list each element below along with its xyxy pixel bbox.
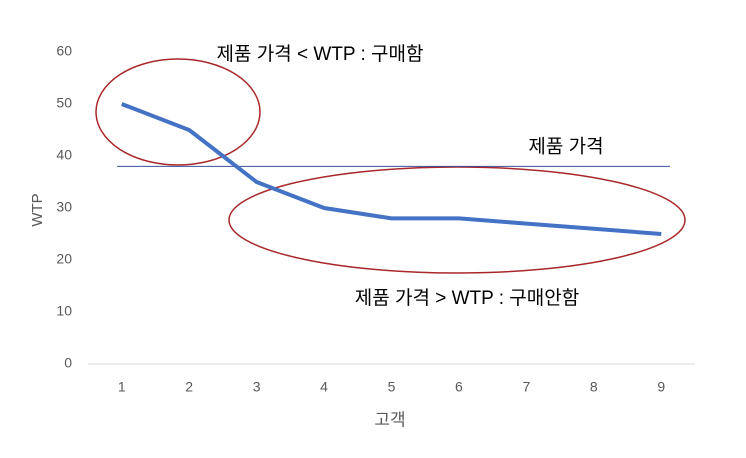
x-tick-label: 8: [590, 379, 598, 395]
x-tick-label: 4: [320, 379, 328, 395]
y-tick-label: 10: [56, 303, 72, 319]
highlight-ellipse: [228, 166, 686, 274]
x-tick-label: 9: [657, 379, 665, 395]
x-tick-label: 7: [522, 379, 530, 395]
x-tick-label: 2: [185, 379, 193, 395]
y-tick-label: 0: [64, 355, 72, 371]
y-tick-label: 50: [56, 95, 72, 111]
y-tick-label: 60: [56, 43, 72, 59]
annotation: 제품 가격 > WTP : 구매안함: [355, 287, 579, 309]
y-tick-label: 20: [56, 251, 72, 267]
x-tick-label: 6: [455, 379, 463, 395]
x-tick-label: 5: [388, 379, 396, 395]
x-tick-label: 3: [253, 379, 261, 395]
data-line: [121, 102, 662, 236]
x-tick-label: 1: [118, 379, 126, 395]
reference-label: 제품 가격: [528, 135, 603, 157]
highlight-ellipse: [95, 58, 261, 166]
y-tick-label: 30: [56, 199, 72, 215]
y-tick-label: 40: [56, 147, 72, 163]
y-axis-label: WTP: [29, 193, 46, 226]
annotation: 제품 가격 < WTP : 구매함: [217, 43, 424, 65]
x-axis-label: 고객: [374, 410, 405, 429]
